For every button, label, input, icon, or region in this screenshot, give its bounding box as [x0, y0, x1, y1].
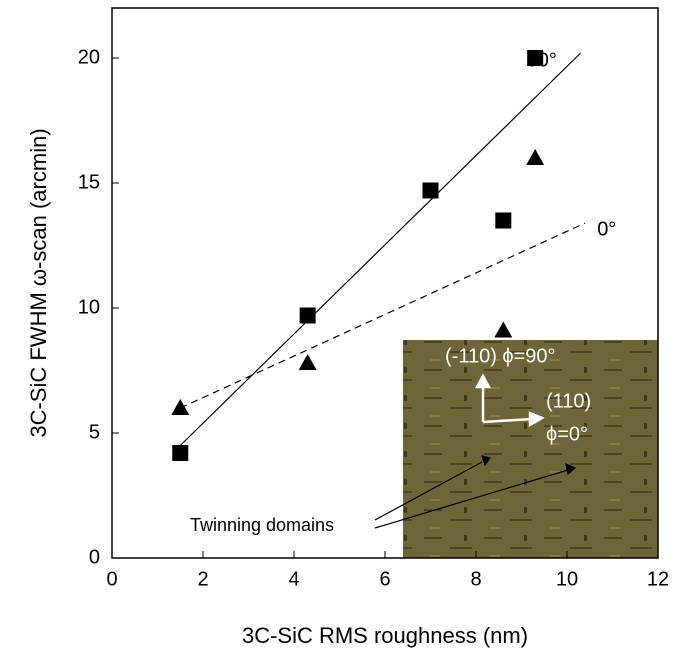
point	[494, 321, 513, 338]
point	[526, 149, 545, 165]
inset-label: (110)	[546, 390, 591, 412]
inset-label: (-110) ϕ=90°	[445, 345, 556, 367]
point	[298, 354, 317, 370]
inset-label: ϕ=0°	[546, 423, 588, 445]
x-tick-label: 0	[106, 568, 117, 590]
plot-frame	[111, 7, 659, 559]
y-tick-label: 20	[78, 46, 100, 68]
callout-arrows	[374, 455, 577, 529]
point	[422, 182, 439, 199]
inset-arrows	[474, 373, 545, 428]
callout-label: Twinning domains	[190, 515, 334, 535]
plot-area: 0246810120510152090°0°	[78, 46, 669, 590]
x-tick-label: 6	[379, 568, 390, 590]
x-tick-label: 2	[197, 568, 208, 590]
fit-line	[180, 222, 586, 409]
x-tick-label: 4	[288, 568, 299, 590]
y-tick-label: 0	[89, 546, 100, 568]
fit-line	[179, 52, 582, 446]
line-label: 0°	[597, 218, 616, 240]
x-axis-title: 3C-SiC RMS roughness (nm)	[242, 623, 528, 648]
y-tick-label: 5	[89, 421, 100, 443]
point	[172, 445, 189, 461]
y-axis-title: 3C-SiC FWHM ω-scan (arcmin)	[26, 128, 51, 437]
x-tick-label: 8	[470, 568, 481, 590]
point	[171, 399, 190, 415]
x-tick-label: 10	[556, 568, 578, 590]
y-tick-label: 15	[78, 171, 100, 193]
point	[299, 307, 316, 324]
y-tick-label: 10	[78, 296, 100, 318]
point	[495, 212, 512, 229]
x-tick-label: 12	[647, 568, 669, 590]
inset-image	[403, 340, 658, 558]
point	[527, 50, 544, 66]
